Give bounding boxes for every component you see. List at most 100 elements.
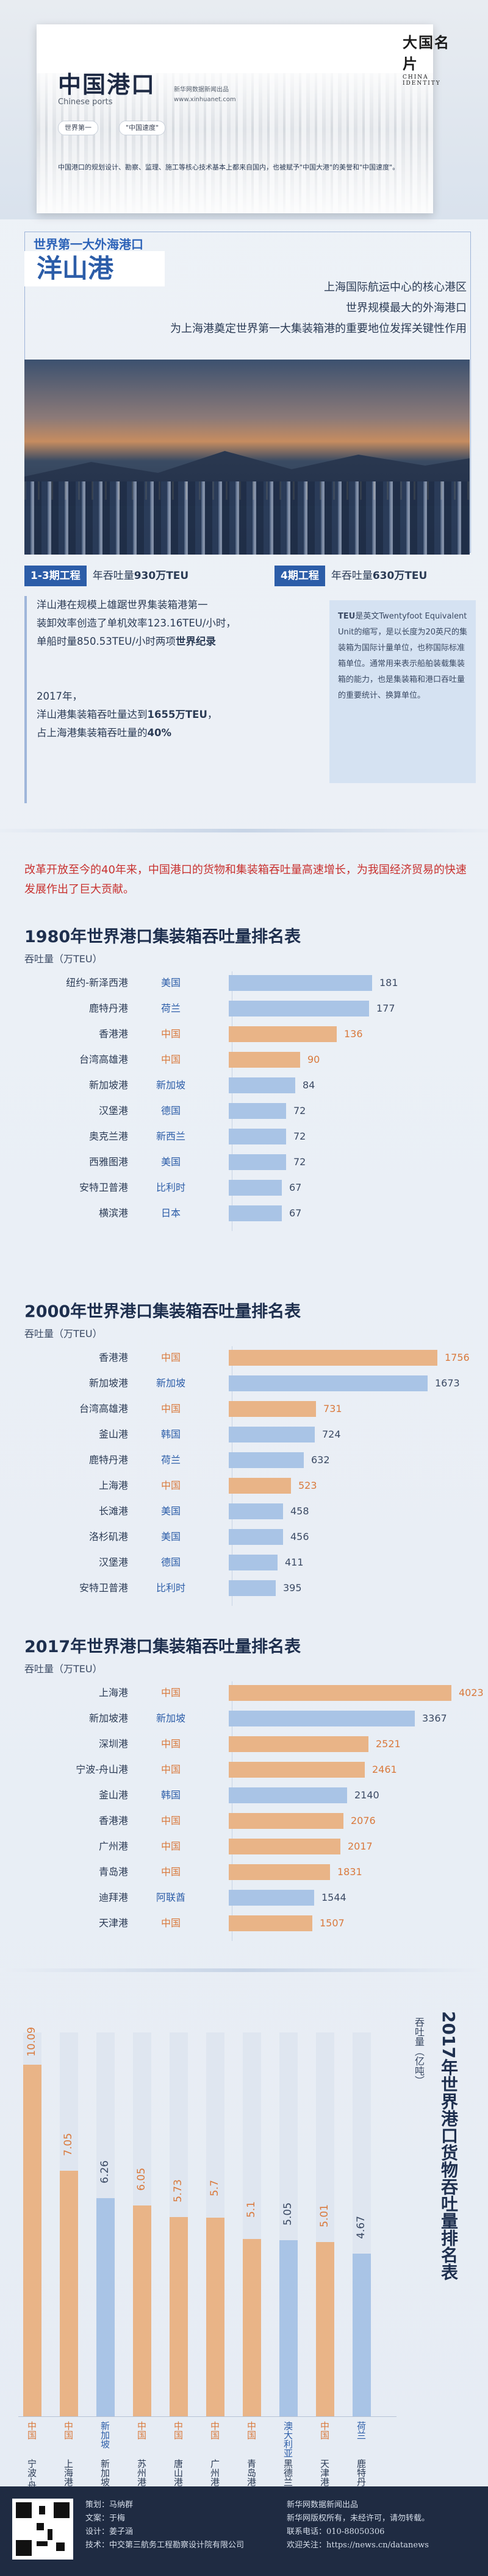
- port-label: 天津港: [319, 2459, 330, 2486]
- bar: [229, 1787, 347, 1803]
- project-value: 630万TEU: [372, 570, 428, 582]
- chart-row: 香港港 中国 136: [0, 1026, 488, 1042]
- info-paragraph-2: 2017年， 洋山港集装箱吞吐量达到1655万TEU， 占上海港集装箱吞吐量的4…: [37, 687, 305, 742]
- country-label: 中国: [26, 2421, 37, 2439]
- country-label: 韩国: [160, 1789, 181, 1801]
- value-label: 3367: [422, 1712, 447, 1724]
- port-label: 香港港: [98, 1352, 128, 1363]
- port-label: 釜山港: [98, 1789, 128, 1801]
- port-label: 广州港: [98, 1840, 128, 1852]
- credit-line: 设计：姜子涵: [85, 2527, 134, 2536]
- country-label: 德国: [160, 1556, 181, 1568]
- chart-row: 安特卫普港 比利时 395: [0, 1580, 488, 1596]
- publisher-line: 新华网版权所有，未经许可，请勿转载。: [287, 2514, 430, 2523]
- value-label: 1831: [337, 1866, 362, 1878]
- bar: [229, 1103, 286, 1119]
- bar: [243, 2239, 261, 2416]
- info-line-text: 占上海港集装箱吞吐量的: [37, 727, 148, 739]
- value-label: 456: [290, 1531, 309, 1542]
- country-label: 比利时: [156, 1582, 185, 1594]
- country-label: 阿联酋: [156, 1892, 185, 1903]
- chart-row: 洛杉矶港 美国 456: [0, 1529, 488, 1545]
- info-bold: 1655万TEU: [147, 709, 207, 720]
- value-label: 4.67: [355, 2216, 367, 2239]
- value-label: 6.05: [135, 2168, 148, 2191]
- bar: [229, 1129, 286, 1144]
- chart-row: 迪拜港 阿联酋 1544: [0, 1890, 488, 1906]
- info-bold: 世界纪录: [175, 636, 216, 647]
- value-label: 2521: [376, 1738, 401, 1750]
- value-label: 1507: [320, 1917, 345, 1929]
- bar: [229, 1685, 451, 1701]
- credit-line: 文案：于梅: [85, 2514, 126, 2523]
- value-label: 5.1: [245, 2201, 257, 2218]
- chart-row: 长滩港 美国 458: [0, 1503, 488, 1519]
- page-title: 中国港口: [58, 71, 156, 98]
- chart-row: 青岛港 中国 1831: [0, 1864, 488, 1880]
- bar: [229, 1401, 316, 1417]
- project-text: 年吞吐量930万TEU: [93, 566, 189, 586]
- bar: [229, 1478, 291, 1494]
- port-label: 青岛港: [246, 2459, 257, 2486]
- value-label: 411: [285, 1556, 304, 1568]
- value-label: 5.01: [318, 2204, 331, 2227]
- info-line-text: 单船时量850.53TEU/小时两项: [37, 636, 176, 647]
- bar: [279, 2240, 298, 2416]
- value-label: 67: [289, 1182, 302, 1193]
- value-label: 7.05: [62, 2133, 74, 2156]
- publisher-line: 欢迎关注：https://news.cn/datanews: [287, 2541, 429, 2550]
- chart-row: 釜山港 韩国 724: [0, 1427, 488, 1442]
- publisher-line: 新华网数据新闻出品: [287, 2500, 359, 2510]
- section-tag: 世界第一大外海港口: [34, 237, 143, 252]
- publisher-url: www.xinhuanet.com: [174, 96, 236, 103]
- country-label: 德国: [160, 1105, 181, 1116]
- chart-row: 纽约-新泽西港 美国 181: [0, 975, 488, 991]
- qr-code[interactable]: [12, 2499, 73, 2560]
- bar: [206, 2218, 224, 2416]
- port-label: 洛杉矶港: [88, 1531, 128, 1542]
- chart-row: 汉堡港 德国 411: [0, 1555, 488, 1570]
- country-label: 新加坡: [156, 1712, 185, 1724]
- chart-row: 深圳港 中国 2521: [0, 1736, 488, 1752]
- bar: [316, 2242, 334, 2416]
- info-line: 装卸效率创造了单机效率123.16TEU/小时，: [37, 617, 236, 629]
- section-title: 洋山港: [24, 251, 165, 286]
- bar: [170, 2217, 188, 2416]
- port-label: 香港港: [98, 1028, 128, 1040]
- bar: [229, 1001, 369, 1017]
- chart-row: 新加坡港 新加坡 84: [0, 1077, 488, 1093]
- value-label: 136: [344, 1028, 363, 1040]
- country-label: 中国: [246, 2421, 257, 2439]
- chart-row: 西雅图港 美国 72: [0, 1154, 488, 1170]
- bar: [23, 2065, 41, 2416]
- chart-title: 2000年世界港口集装箱吞吐量排名表: [24, 1302, 301, 1321]
- chart-row: 台湾高雄港 中国 731: [0, 1401, 488, 1417]
- country-label: 美国: [160, 1156, 181, 1168]
- divider: [0, 829, 488, 832]
- chart-row: 奥克兰港 新西兰 72: [0, 1129, 488, 1144]
- country-label: 荷兰: [356, 2421, 367, 2439]
- country-label: 荷兰: [160, 1454, 181, 1466]
- divider: [0, 1968, 488, 1972]
- bar: [229, 1839, 340, 1854]
- credit-line: 技术：中交第三航务工程勘察设计院有限公司: [85, 2541, 245, 2550]
- credit-line: 策划：马纳群: [85, 2500, 134, 2510]
- bar: [229, 1452, 304, 1468]
- project-phase-1-3: 1-3期工程 年吞吐量930万TEU: [24, 566, 188, 586]
- country-label: 比利时: [156, 1182, 185, 1193]
- bar: [229, 1026, 337, 1042]
- port-label: 鹿特丹港: [88, 1002, 128, 1014]
- port-label: 香港港: [98, 1815, 128, 1826]
- value-label: 2017: [348, 1840, 373, 1852]
- chart-row: 新加坡港 新加坡 1673: [0, 1375, 488, 1391]
- value-label: 90: [307, 1054, 320, 1065]
- port-label: 台湾高雄港: [79, 1403, 128, 1414]
- value-label: 5.73: [172, 2179, 184, 2202]
- value-label: 4023: [459, 1687, 484, 1698]
- port-label: 新加坡港: [88, 1079, 128, 1091]
- info-line: 2017年，: [37, 690, 82, 702]
- pill-world-first: 世界第一: [58, 121, 98, 135]
- bar: [229, 975, 372, 991]
- value-label: 731: [323, 1403, 342, 1414]
